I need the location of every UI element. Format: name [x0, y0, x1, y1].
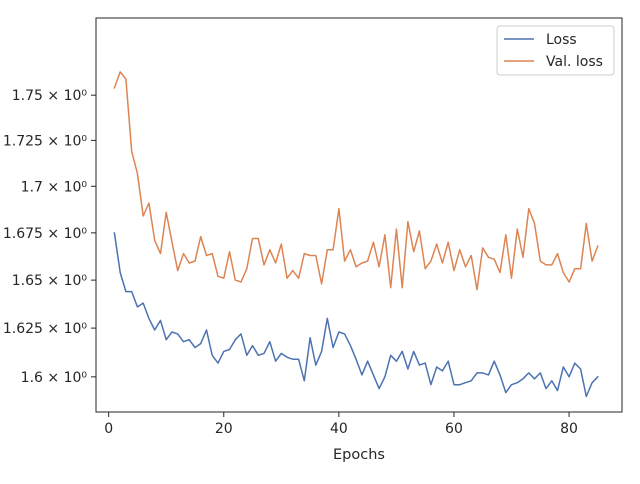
legend-label: Loss — [546, 32, 577, 48]
legend: Loss Val. loss — [496, 25, 615, 76]
x-tick-label: 80 — [560, 421, 578, 437]
y-tick-label: 1.675 × 10⁰ — [3, 226, 88, 242]
y-tick-label: 1.7 × 10⁰ — [21, 179, 88, 195]
series-line-val-loss — [113, 71, 599, 291]
series-line-loss — [113, 232, 599, 398]
ticks-layer: 0 20 40 60 80 1.6 × 10⁰ 1.625 × 10⁰ 1.65 × 10⁰ 1… — [3, 88, 578, 437]
y-tick-label: 1.725 × 10⁰ — [3, 133, 88, 149]
x-tick-label: 0 — [104, 421, 113, 437]
y-tick-label: 1.6 × 10⁰ — [21, 370, 88, 386]
y-tick-label: 1.75 × 10⁰ — [12, 88, 88, 104]
x-tick-label: 40 — [330, 421, 348, 437]
x-tick-label: 20 — [215, 421, 233, 437]
legend-label: Val. loss — [546, 54, 603, 70]
plot-frame — [95, 17, 623, 413]
series-layer — [113, 71, 599, 398]
x-axis-label: Epochs — [333, 447, 385, 463]
y-tick-label: 1.625 × 10⁰ — [3, 321, 88, 337]
y-tick-label: 1.65 × 10⁰ — [12, 273, 88, 289]
x-tick-label: 60 — [445, 421, 463, 437]
